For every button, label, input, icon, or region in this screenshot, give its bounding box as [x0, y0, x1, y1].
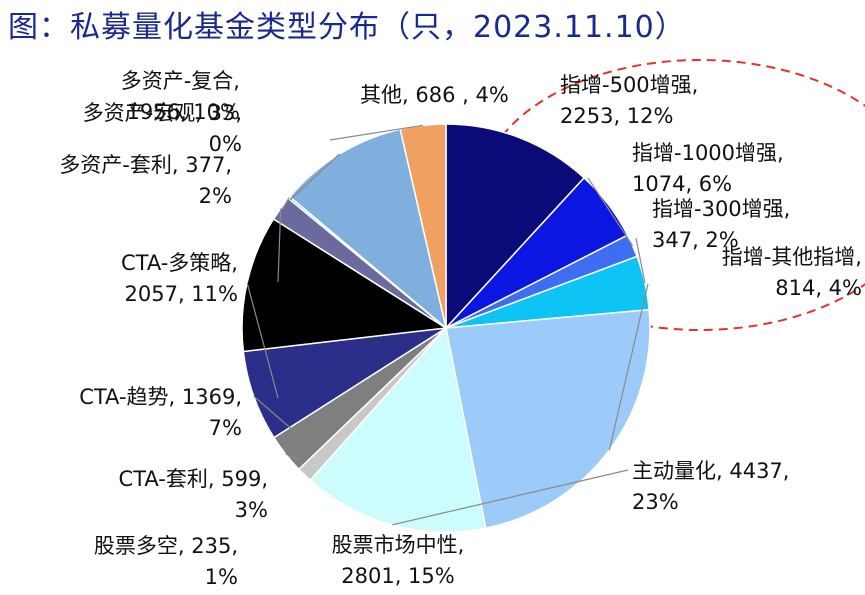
slice-label: CTA-趋势, 1369, 7%	[79, 385, 242, 440]
slice-label-line: 指增-300增强,	[652, 197, 790, 221]
slice-label: 指增-其他指增, 814, 4%	[722, 245, 862, 300]
slice-label: 多资产-复合, 1956, 10%	[121, 69, 240, 124]
leader-line	[587, 177, 634, 247]
highlight-ellipse	[479, 59, 865, 331]
leader-line	[246, 282, 279, 399]
slice-label: 指增-500增强, 2253, 12%	[560, 73, 698, 128]
slice-label-line: 主动量化, 4437,	[632, 459, 789, 483]
slice-label: 多资产-套利, 377, 2%	[59, 153, 232, 208]
slice-label: 主动量化, 4437, 23%	[632, 459, 789, 514]
slice-label-line: 指增-其他指增,	[722, 245, 862, 269]
leader-line	[289, 153, 340, 201]
slice-label-line: 7%	[209, 416, 242, 440]
pie-slice	[288, 128, 448, 331]
slice-label-line: 股票多空, 235,	[94, 534, 238, 558]
slice-label: CTA-套利, 599, 3%	[119, 467, 268, 522]
slice-label-line: 0%	[209, 132, 242, 156]
slice-label-line: 814, 4%	[775, 276, 862, 300]
slice-label-line: 1956, 10%	[127, 100, 240, 124]
slice-label-line: 指增-1000增强,	[632, 141, 784, 165]
slice-label: 指增-300增强, 347, 2%	[652, 197, 790, 252]
pie-slice	[445, 123, 586, 330]
slice-label-line: 1%	[205, 565, 238, 589]
leader-line	[253, 395, 296, 433]
slice-label: CTA-多策略, 2057, 11%	[121, 251, 238, 306]
slice-label-line: 2%	[199, 184, 232, 208]
slice-label-line: 1074, 6%	[632, 172, 732, 196]
slice-label: 指增-1000增强, 1074, 6%	[632, 141, 784, 196]
slice-label-line: 多资产-套利, 377,	[59, 153, 232, 177]
slice-label-line: 多资产-复合,	[121, 69, 240, 93]
slice-label-line: 多资产-宏观, 33,	[83, 101, 242, 125]
leader-line	[329, 124, 424, 141]
slice-label-line: 23%	[632, 490, 679, 514]
slice-label-line: 2801, 15%	[341, 564, 454, 588]
slice-label-line: 其他, 686 , 4%	[360, 83, 509, 107]
leader-line	[277, 208, 282, 283]
slice-label-line: 2057, 11%	[125, 282, 238, 306]
slice-label-line: 2253, 12%	[560, 104, 673, 128]
slice-label: 多资产-宏观, 33, 0%	[83, 101, 242, 156]
slice-label-line: CTA-趋势, 1369,	[79, 385, 242, 409]
leader-line	[281, 197, 290, 211]
pie-slice	[241, 217, 449, 353]
leader-line	[608, 283, 649, 451]
slice-label: 股票市场中性, 2801, 15%	[332, 533, 465, 588]
slice-label: 其他, 686 , 4%	[360, 83, 509, 107]
slice-label-line: CTA-套利, 599,	[119, 467, 268, 491]
slice-label-line: 3%	[235, 498, 268, 522]
pie-slice	[445, 308, 651, 529]
slice-label-line: 347, 2%	[652, 228, 739, 252]
leader-line	[285, 453, 301, 461]
leader-line	[635, 237, 646, 283]
slice-label-line: 股票市场中性,	[332, 533, 465, 557]
leader-line	[392, 469, 629, 526]
slice-label: 股票多空, 235, 1%	[94, 534, 238, 589]
slice-label-line: 指增-500增强,	[560, 73, 698, 97]
chart-title: 图：私募量化基金类型分布（只，2023.11.10）	[8, 10, 686, 45]
slice-label-line: CTA-多策略,	[121, 251, 238, 275]
